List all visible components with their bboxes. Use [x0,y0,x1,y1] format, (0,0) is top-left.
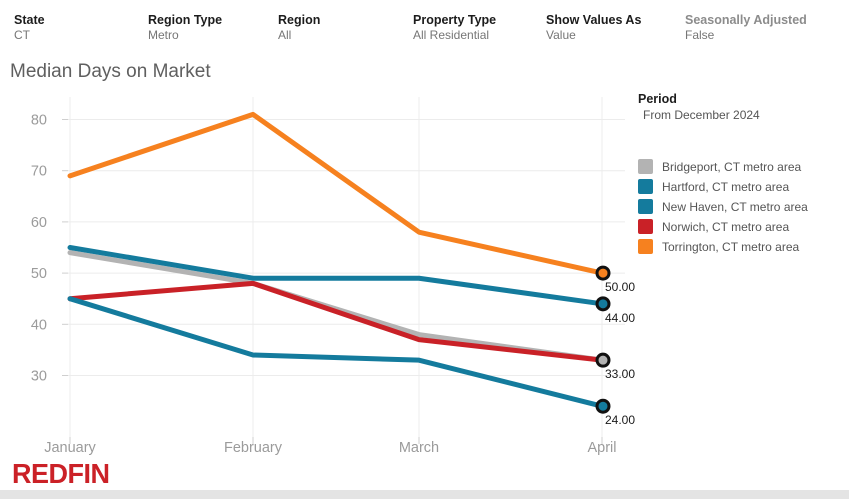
y-tick-label: 60 [31,215,47,231]
filter-label: State [14,13,45,27]
y-tick-label: 70 [31,164,47,180]
filter-label: Seasonally Adjusted [685,13,807,27]
legend-item-bridgeport-ct-metro-area[interactable]: Bridgeport, CT metro area [638,159,843,174]
end-marker-bridgeport-ct-metro-area [595,352,611,368]
filter-state[interactable]: State CT [14,13,45,43]
filter-label: Region Type [148,13,223,27]
filter-label: Show Values As [546,13,642,27]
filter-region-type[interactable]: Region Type Metro [148,13,222,43]
series-line-bridgeport-ct-metro-area [67,250,605,363]
end-marker-torrington-ct-metro-area [595,265,611,281]
filter-show-values-as[interactable]: Show Values As Value [546,13,641,43]
chart-title: Median Days on Market [10,61,211,82]
legend-swatch [638,159,653,174]
series-line-norwich-ct-metro-area [67,280,605,363]
end-marker-hartford-ct-metro-area [595,398,611,414]
legend-item-hartford-ct-metro-area[interactable]: Hartford, CT metro area [638,179,843,194]
x-tick-label: January [44,440,96,456]
x-tick-label: February [224,440,283,456]
horizontal-scrollbar[interactable] [0,490,849,499]
legend-period-label: Period [638,92,677,106]
legend-item-label: Torrington, CT metro area [662,239,800,254]
filter-value[interactable]: False [685,28,715,42]
legend: Period From December 2024 Bridgeport, CT… [638,92,843,259]
end-value-label-new-haven-ct-metro-area: 44.00 [605,311,635,325]
end-value-label-hartford-ct-metro-area: 24.00 [605,413,635,427]
legend-swatch [638,179,653,194]
filter-label: Property Type [413,13,497,27]
legend-item-label: Hartford, CT metro area [662,179,790,194]
legend-item-label: New Haven, CT metro area [662,199,808,214]
filter-value[interactable]: All [278,28,292,42]
filter-seasonally-adjusted[interactable]: Seasonally Adjusted False [685,13,807,43]
end-marker-new-haven-ct-metro-area [595,296,611,312]
y-tick-label: 50 [31,266,47,282]
x-tick-label: March [399,440,439,456]
x-tick-label: April [587,440,616,456]
legend-item-torrington-ct-metro-area[interactable]: Torrington, CT metro area [638,239,843,254]
y-tick-label: 40 [31,317,47,333]
legend-item-new-haven-ct-metro-area[interactable]: New Haven, CT metro area [638,199,843,214]
filter-region[interactable]: Region All [278,13,320,43]
series-line-torrington-ct-metro-area [67,111,605,276]
legend-items: Bridgeport, CT metro area Hartford, CT me… [638,159,843,254]
filter-value[interactable]: Value [546,28,576,42]
redfin-logo[interactable]: REDFIN [12,458,110,490]
y-tick-label: 80 [31,113,47,129]
series-line-new-haven-ct-metro-area [67,245,605,307]
legend-item-label: Bridgeport, CT metro area [662,159,802,174]
end-value-label-bridgeport-ct-metro-area: 33.00 [605,367,635,381]
legend-swatch [638,199,653,214]
legend-swatch [638,219,653,234]
legend-item-norwich-ct-metro-area[interactable]: Norwich, CT metro area [638,219,843,234]
end-value-label-torrington-ct-metro-area: 50.00 [605,280,635,294]
legend-swatch [638,239,653,254]
y-tick-label: 30 [31,369,47,385]
series-line-hartford-ct-metro-area [67,296,605,409]
filter-property-type[interactable]: Property Type All Residential [413,13,496,43]
filter-label: Region [278,13,321,27]
filter-value[interactable]: CT [14,28,30,42]
legend-item-label: Norwich, CT metro area [662,219,790,234]
filter-value[interactable]: All Residential [413,28,490,42]
filter-value[interactable]: Metro [148,28,179,42]
legend-period-value: From December 2024 [643,108,760,122]
